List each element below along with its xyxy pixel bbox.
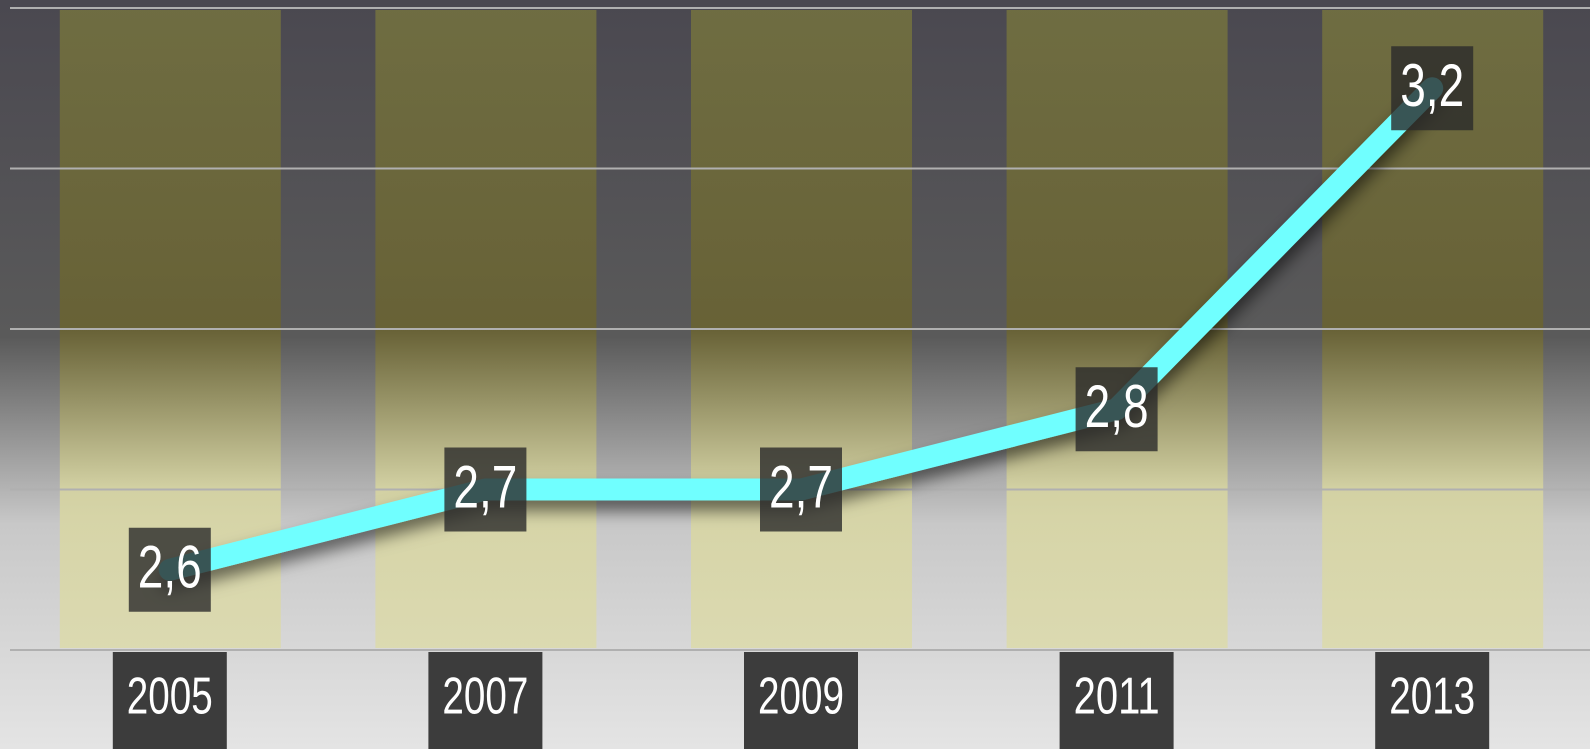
x-tick-label: 2009 bbox=[758, 668, 844, 726]
x-tick-label: 2011 bbox=[1074, 668, 1160, 726]
value-label-box bbox=[760, 447, 842, 532]
value-label: 2,7 bbox=[769, 453, 833, 520]
labels: 2005 2,6 2007 2,7 2009 2,7 2011 2,8 2013 3,2 bbox=[112, 46, 1490, 749]
x-label-box bbox=[112, 652, 227, 749]
value-label: 3,2 bbox=[1400, 52, 1464, 119]
x-label-box bbox=[1375, 652, 1490, 749]
value-label: 2,8 bbox=[1085, 373, 1149, 440]
value-label-box bbox=[444, 447, 527, 532]
value-label: 2,6 bbox=[138, 534, 202, 601]
x-tick-label: 2007 bbox=[442, 668, 528, 726]
value-label-box bbox=[128, 527, 211, 612]
value-label-box bbox=[1075, 367, 1158, 452]
x-label-box bbox=[1059, 652, 1174, 749]
x-tick-label: 2005 bbox=[127, 668, 213, 726]
x-tick-label: 2013 bbox=[1389, 668, 1475, 726]
value-label-box bbox=[1391, 46, 1474, 131]
x-label-box bbox=[744, 652, 858, 749]
value-label: 2,7 bbox=[453, 453, 517, 520]
x-label-box bbox=[428, 652, 543, 749]
